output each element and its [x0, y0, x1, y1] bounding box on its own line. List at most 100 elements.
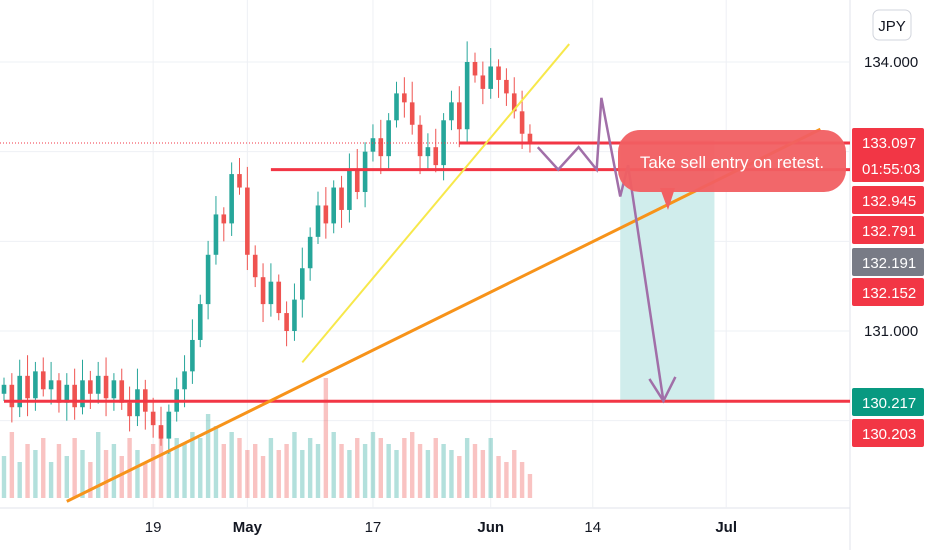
candle-body: [386, 120, 391, 157]
currency-button[interactable]: JPY: [872, 9, 912, 41]
volume-bar: [402, 438, 407, 498]
callout-bubble[interactable]: [618, 130, 846, 192]
x-tick-label: Jun: [477, 519, 504, 536]
volume-bar: [417, 444, 423, 498]
candle-body: [166, 411, 172, 439]
volume-bar: [174, 438, 179, 498]
volume-bar: [253, 444, 258, 498]
candle-body: [252, 254, 258, 278]
candle-body: [402, 93, 407, 103]
candle-body: [260, 277, 266, 305]
annotation-callout[interactable]: Take sell entry on retest.: [618, 130, 846, 210]
candle-body: [370, 138, 376, 152]
currency-button-frame[interactable]: [872, 9, 912, 41]
price-tag-value: 132.191: [862, 255, 916, 272]
candle-body: [409, 102, 415, 125]
volume-bar: [410, 432, 415, 498]
candle-body: [519, 111, 525, 134]
price-tag-box: [852, 248, 924, 276]
volume-bar: [315, 444, 321, 498]
candle-body: [229, 174, 234, 224]
volume-bar: [127, 438, 132, 498]
candle-body: [245, 187, 250, 255]
volume-bar: [182, 444, 187, 498]
candle-body: [127, 402, 132, 417]
price-tags: 133.097 01:55:03 132.945 132.791 132.191 132.…: [852, 128, 924, 447]
candle-body: [362, 151, 368, 193]
volume-bar: [504, 462, 509, 498]
plot-area: [0, 0, 850, 508]
volume-bar: [237, 438, 242, 498]
volume-bar: [512, 450, 517, 498]
volume-bar: [41, 438, 46, 498]
volume-bar: [347, 450, 352, 498]
volume-bar: [355, 438, 360, 498]
candle-body: [237, 174, 242, 188]
volume-bar: [143, 462, 148, 498]
candle-body: [64, 384, 70, 403]
candle-body: [527, 133, 533, 143]
candle-body: [457, 102, 462, 130]
volume-bar: [464, 438, 470, 498]
volume-bar: [378, 438, 383, 498]
candle-body: [268, 281, 274, 305]
axes: 19 May 17 Jun 14 Jul 134.000 131.000: [145, 54, 918, 536]
volume-bar: [64, 456, 69, 498]
volume-bar: [96, 432, 101, 498]
candle-body: [135, 389, 140, 417]
candle-body: [449, 102, 454, 121]
volume-bar: [198, 438, 203, 498]
candle-body: [103, 375, 109, 399]
volume-bar: [480, 450, 486, 498]
volume-bar: [150, 444, 156, 498]
volume-bar: [158, 426, 164, 498]
candle-body: [417, 124, 423, 157]
candle-body: [276, 281, 282, 314]
volume-bar: [519, 462, 525, 498]
candle-body: [292, 299, 297, 331]
candle-body: [95, 375, 101, 394]
x-tick-label: 14: [584, 519, 601, 536]
volume-bar: [496, 456, 501, 498]
volume-bar: [276, 450, 281, 498]
volume-bar: [433, 438, 438, 498]
candle-body: [213, 214, 219, 255]
candle-body: [205, 254, 211, 305]
volume-bar: [17, 462, 22, 498]
candle-body: [307, 236, 313, 269]
volume-bar: [48, 462, 54, 498]
price-tag-box: [852, 216, 924, 244]
x-tick-label: Jul: [715, 519, 737, 536]
candle-body: [472, 62, 478, 76]
volume-bar: [88, 462, 93, 498]
candle-body: [315, 205, 321, 237]
candle-countdown: 01:55:03: [862, 161, 920, 178]
volume-bar: [386, 444, 391, 498]
price-tag-value: 133.097: [862, 135, 916, 152]
volume-bar: [166, 450, 172, 498]
volume-bar: [527, 474, 533, 498]
price-tag-value: 130.217: [862, 395, 916, 412]
volume-bar: [221, 444, 226, 498]
price-tag-box: [852, 419, 924, 447]
volume-bar: [370, 432, 376, 498]
candle-body: [33, 371, 38, 399]
volume-bar: [300, 450, 305, 498]
price-tag-box: [852, 278, 924, 306]
volume-bar: [284, 444, 289, 498]
take-profit-zone: [620, 170, 715, 402]
y-tick-label: 134.000: [864, 54, 918, 71]
candle-body: [347, 169, 352, 210]
x-tick-label: 19: [145, 519, 162, 536]
candle-body: [394, 93, 399, 121]
volume-bar: [323, 378, 329, 498]
price-tag-box: [852, 128, 924, 182]
candle-body: [119, 380, 125, 403]
volume-bar: [33, 450, 38, 498]
candle-body: [511, 93, 517, 112]
candle-body: [17, 375, 22, 408]
volume-bar: [213, 426, 219, 498]
candle-body: [331, 187, 336, 224]
